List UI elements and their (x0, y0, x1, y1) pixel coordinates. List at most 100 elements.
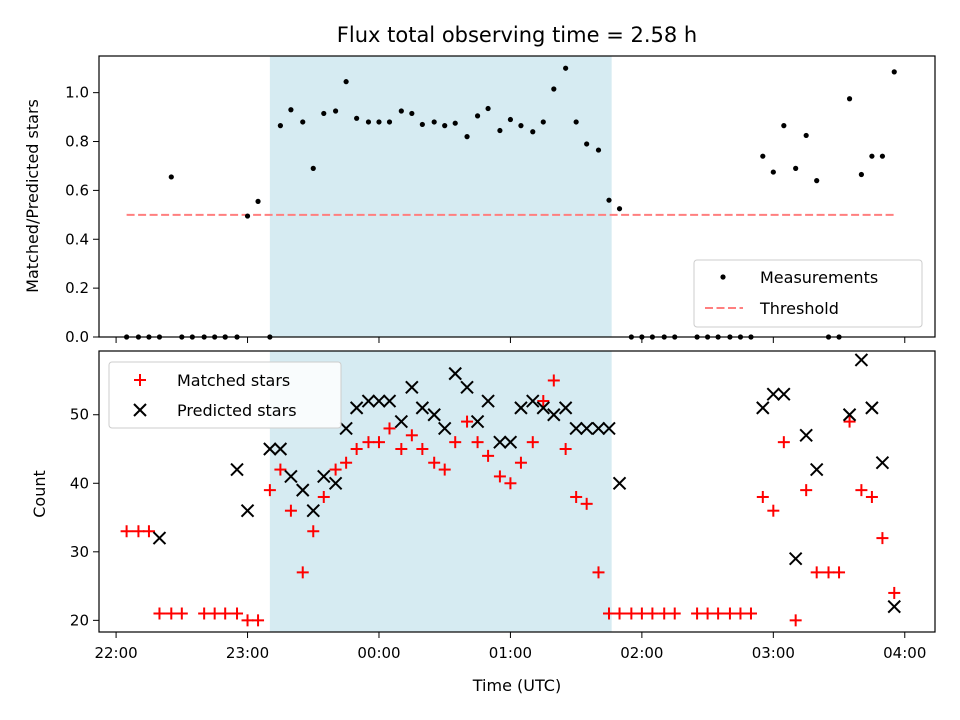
predicted-stars-point (448, 366, 462, 381)
predicted-stars-point (317, 469, 331, 484)
predicted-stars-point (405, 380, 419, 395)
top-panel: 0.0 0.2 0.4 0.6 0.8 1.0 Matched/Predicted sta… (23, 55, 936, 346)
matched-stars-point (888, 586, 901, 599)
matched-stars-point (843, 415, 856, 428)
predicted-stars-point (842, 408, 857, 422)
observing-span-top (269, 56, 612, 337)
top-y-ticks: 0.0 0.2 0.4 0.6 0.8 1.0 (65, 84, 99, 346)
matched-stars-point (646, 607, 659, 620)
x-tick-label: 00:00 (357, 644, 400, 662)
predicted-stars-point (547, 408, 561, 422)
matched-stars-point (231, 607, 244, 620)
predicted-stars-point (602, 421, 616, 436)
measurement-point (485, 105, 491, 112)
matched-stars-point (537, 395, 550, 408)
top-y-axis-label: Matched/Predicted stars (23, 99, 42, 293)
measurement-point (474, 113, 481, 119)
predicted-stars-point (470, 414, 485, 429)
measurement-point (760, 153, 766, 159)
measurement-point (846, 96, 853, 102)
measurement-point (321, 110, 327, 117)
measurements-legend-marker (720, 274, 726, 280)
measurement-point (409, 110, 415, 117)
matched-stars-point (416, 443, 429, 456)
x-axis-label: Time (UTC) (472, 676, 561, 695)
count-points (120, 353, 901, 627)
measurement-point (518, 123, 524, 129)
predicted-stars-point (788, 551, 803, 566)
measurement-point (376, 119, 382, 125)
top-legend-box (693, 259, 923, 328)
predicted-stars-point (854, 353, 869, 367)
predicted-stars-point (284, 469, 298, 484)
matched-stars-point (372, 436, 385, 449)
y-tick-label: 30 (70, 543, 89, 561)
measurement-point (616, 206, 623, 212)
observing-span-rect (269, 56, 612, 337)
predicted-stars-point (536, 401, 550, 415)
measurement-point (452, 120, 458, 126)
measurement-point (386, 119, 393, 125)
x-tick-label: 03:00 (752, 644, 795, 662)
matched-stars-point (767, 504, 780, 517)
predicted-legend-marker (133, 403, 147, 417)
predicted-stars-point (296, 483, 310, 497)
measurement-point (793, 165, 799, 171)
predicted-stars-point (240, 503, 255, 518)
measurements-legend-label: Measurements (760, 268, 878, 287)
matched-stars-point (438, 463, 451, 476)
predicted-stars-point (481, 394, 495, 408)
matched-stars-point (592, 566, 605, 579)
predicted-stars-point (569, 421, 583, 436)
matched-stars-point (658, 607, 671, 620)
matched-stars-point (284, 504, 297, 517)
matched-stars-point (789, 614, 802, 627)
predicted-stars-point (361, 394, 376, 408)
predicted-stars-point (591, 421, 606, 436)
predicted-stars-point (460, 380, 474, 395)
top-legend: Measurements Threshold (693, 259, 923, 328)
matched-stars-point (395, 443, 408, 456)
y-tick-label: 20 (70, 611, 89, 629)
matched-stars-point (777, 436, 790, 449)
matched-stars-point (865, 490, 878, 503)
bottom-panel: 20 30 40 50 22:00 23:00 00:00 01:00 02:00 03:00 0… (30, 350, 936, 695)
measurement-point (168, 174, 174, 180)
matched-stars-point (317, 490, 330, 503)
measurement-point (606, 197, 612, 203)
matched-stars-point (580, 497, 593, 510)
predicted-stars-point (766, 387, 781, 401)
matched-stars-point (712, 607, 725, 620)
measurement-point (288, 107, 294, 113)
matched-stars-point (810, 566, 823, 579)
matched-stars-point (175, 607, 188, 620)
measurement-point (563, 65, 569, 71)
measurement-point (244, 213, 251, 219)
matched-legend-label: Matched stars (177, 371, 290, 390)
matched-stars-point (691, 607, 704, 620)
matched-legend-marker (134, 374, 146, 386)
measurement-point (343, 79, 349, 85)
matched-stars-point (625, 607, 638, 620)
bottom-legend: Matched stars Predicted stars (108, 361, 342, 429)
y-tick-label: 0.8 (65, 133, 89, 151)
chart-title: Flux total observing time = 2.58 h (337, 23, 697, 47)
matched-stars-point (461, 415, 474, 428)
matched-stars-point (120, 525, 133, 538)
predicted-stars-point (427, 408, 441, 422)
y-tick-label: 0.4 (65, 230, 89, 248)
matched-stars-point (876, 532, 889, 545)
predicted-stars-point (372, 394, 386, 408)
matched-stars-point (504, 477, 517, 490)
x-tick-label: 01:00 (489, 644, 532, 662)
predicted-stars-point (865, 401, 879, 415)
matched-stars-point (482, 449, 495, 462)
bottom-y-ticks: 20 30 40 50 (70, 406, 99, 629)
matched-stars-point (635, 607, 648, 620)
matched-stars-point (329, 463, 342, 476)
predicted-stars-point (809, 462, 824, 477)
measurement-point (333, 108, 339, 114)
bottom-legend-box (108, 361, 342, 429)
matched-stars-point (493, 470, 506, 483)
